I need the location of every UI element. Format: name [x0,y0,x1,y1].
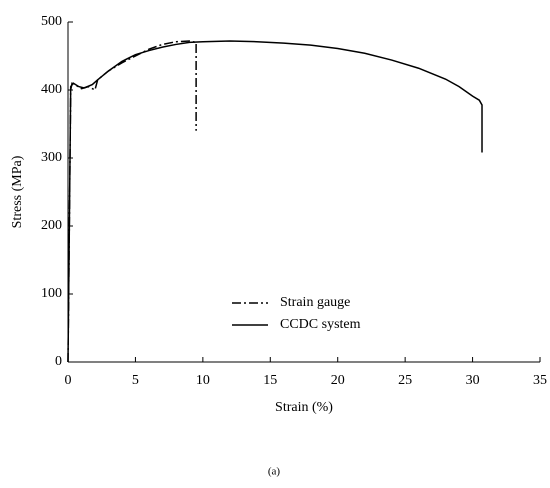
line [67,40,483,363]
x-tick-label: 35 [533,373,547,388]
x-axis-label: Strain (%) [275,400,333,415]
y-tick-label: 200 [41,218,62,233]
y-axis-label: Stress (MPa) [10,155,25,228]
legend-label: Strain gauge [280,295,350,310]
y-tick-label: 0 [55,354,62,369]
line [67,40,197,363]
caption: (a) [268,466,281,478]
x-tick-label: 0 [65,373,72,388]
y-tick-label: 100 [41,286,62,301]
y-tick-label: 300 [41,150,62,165]
x-tick-label: 5 [132,373,139,388]
x-tick-label: 10 [196,373,210,388]
x-tick-label: 20 [331,373,345,388]
x-tick-label: 30 [466,373,480,388]
legend-label: CCDC system [280,317,361,332]
y-tick-label: 400 [41,82,62,97]
x-tick-label: 15 [263,373,277,388]
x-tick-label: 25 [398,373,412,388]
y-tick-label: 500 [41,14,62,29]
